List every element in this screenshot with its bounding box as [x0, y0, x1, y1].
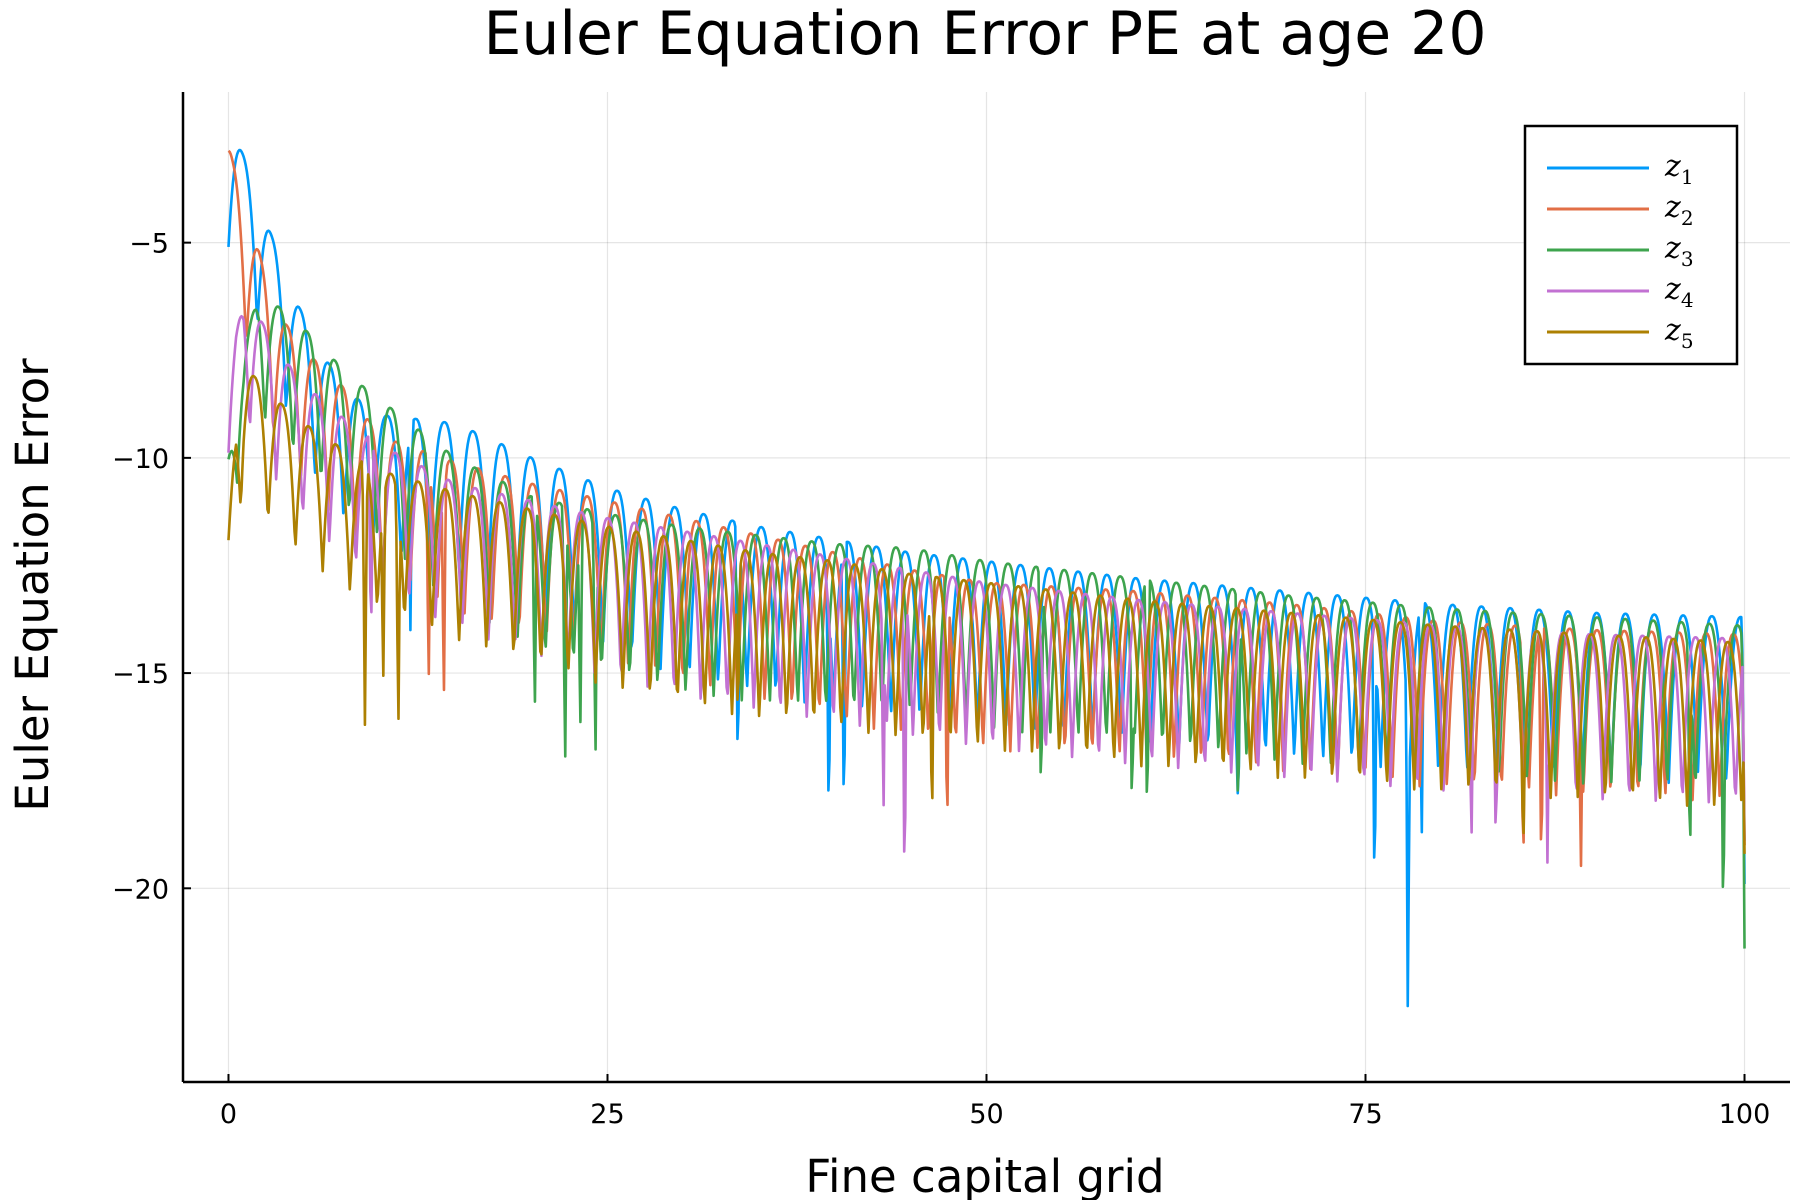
axes — [181, 92, 1790, 1084]
legend-label-z5: z5 — [1664, 313, 1694, 353]
y-axis-title: Euler Equation Error — [6, 358, 59, 812]
series-line-z3 — [227, 305, 1746, 949]
legend-box — [1523, 124, 1739, 366]
series-line-z5 — [227, 374, 1746, 854]
x-tick-label: 75 — [1348, 1099, 1382, 1130]
x-tick-label: 50 — [969, 1099, 1003, 1130]
legend-label-z2: z2 — [1664, 190, 1694, 230]
legend-label-z3: z3 — [1664, 231, 1694, 271]
tick-labels: 0 25 50 75 100 −5 −10 −15 −20 — [112, 229, 1770, 1130]
y-tick-label: −10 — [112, 444, 169, 475]
legend-label-z1: z1 — [1664, 149, 1694, 189]
x-tick-label: 0 — [220, 1099, 237, 1130]
x-axis-title: Fine capital grid — [805, 1150, 1164, 1200]
x-tick-label: 25 — [590, 1099, 624, 1130]
series-lines — [227, 148, 1746, 1008]
chart-title: Euler Equation Error PE at age 20 — [483, 0, 1486, 69]
y-tick-label: −20 — [112, 874, 169, 905]
y-tick-label: −15 — [112, 659, 169, 690]
legend-label-z4: z4 — [1664, 272, 1694, 312]
y-tick-label: −5 — [129, 229, 169, 260]
x-tick-label: 100 — [1719, 1099, 1771, 1130]
